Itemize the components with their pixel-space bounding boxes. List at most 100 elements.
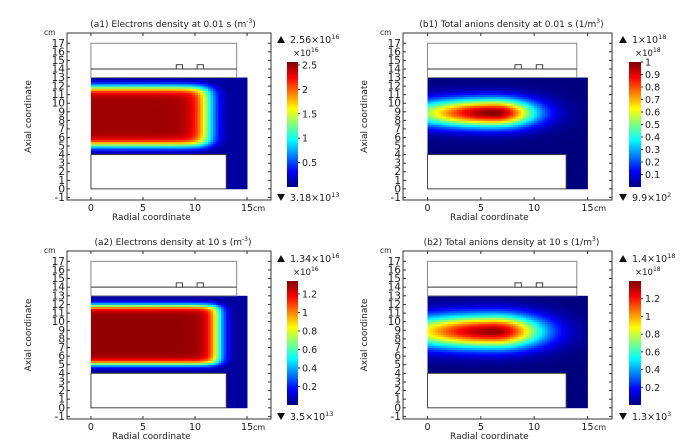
heatmap-cell xyxy=(116,81,120,85)
heatmap-cell xyxy=(161,98,165,102)
heatmap-cell xyxy=(161,124,165,128)
heatmap-cell xyxy=(116,141,120,145)
heatmap-cell xyxy=(137,120,141,123)
heatmap-cell xyxy=(169,105,172,108)
heatmap-cell xyxy=(116,118,120,121)
heatmap-cell xyxy=(155,77,159,81)
x-axis-label: Radial coordinate xyxy=(112,213,191,223)
heatmap-cell xyxy=(93,126,97,130)
heatmap-cell xyxy=(90,135,94,138)
heatmap-cell xyxy=(140,135,144,138)
heatmap-cell xyxy=(142,135,146,138)
heatmap-cell xyxy=(129,109,133,113)
heatmap-cell xyxy=(93,143,97,147)
heatmap-cell xyxy=(137,109,141,113)
heatmap-cell xyxy=(169,118,172,121)
heatmap-cell xyxy=(114,131,118,134)
heatmap-cell xyxy=(142,126,146,130)
heatmap-cell xyxy=(98,96,102,100)
heatmap-cell xyxy=(163,116,167,119)
heatmap-cell xyxy=(122,90,126,93)
heatmap-cell xyxy=(153,101,157,104)
heatmap-cell xyxy=(161,101,165,104)
heatmap-cell xyxy=(90,146,94,149)
heatmap-cell xyxy=(129,137,133,141)
heatmap-cell xyxy=(145,107,149,111)
heatmap-cell xyxy=(101,150,105,153)
heatmap-cell xyxy=(106,113,110,117)
heatmap-cell xyxy=(103,98,107,102)
heatmap-cell xyxy=(116,137,120,141)
heatmap-cell xyxy=(127,118,131,121)
heatmap-cell xyxy=(161,137,165,141)
heatmap-cell xyxy=(129,152,133,156)
heatmap-cell xyxy=(145,90,149,93)
heatmap-cell xyxy=(145,113,149,117)
heatmap-cell xyxy=(127,133,131,136)
heatmap-cell xyxy=(142,86,146,89)
heatmap-cell xyxy=(98,133,102,136)
heatmap-cell xyxy=(114,135,118,138)
heatmap-cell xyxy=(119,77,123,81)
heatmap-cell xyxy=(150,79,154,83)
heatmap-cell xyxy=(153,146,157,149)
heatmap-cell xyxy=(145,120,149,123)
heatmap-cell xyxy=(161,105,165,108)
heatmap-cell xyxy=(96,98,100,102)
heatmap-cell xyxy=(163,131,167,134)
heatmap-cell xyxy=(129,101,133,104)
colorbar-tick-label: 0.9 xyxy=(645,70,660,81)
heatmap-cell xyxy=(148,139,152,143)
heatmap-cell xyxy=(155,94,159,98)
heatmap-cell xyxy=(106,98,110,102)
heatmap-cell xyxy=(148,90,152,93)
heatmap-cell xyxy=(111,122,115,126)
heatmap-cell xyxy=(101,152,105,156)
heatmap-cell xyxy=(103,92,107,96)
heatmap-cell xyxy=(145,92,149,96)
heatmap-cell xyxy=(101,81,105,85)
heatmap-cell xyxy=(169,150,172,153)
heatmap-cell xyxy=(119,88,123,91)
heatmap-cell xyxy=(135,135,139,138)
heatmap-cell xyxy=(142,79,146,83)
heatmap-cell xyxy=(127,143,131,147)
colorbar-tick-label: 0.7 xyxy=(645,95,660,106)
heatmap-cell xyxy=(116,113,120,117)
heatmap-cell xyxy=(122,105,126,108)
electrode-bump xyxy=(196,64,204,70)
heatmap-cell xyxy=(153,139,157,143)
heatmap-cell xyxy=(96,103,100,106)
heatmap-cell xyxy=(148,105,152,108)
heatmap-cell xyxy=(106,135,110,138)
heatmap-cell xyxy=(114,98,118,102)
heatmap-cell xyxy=(145,137,149,141)
heatmap-cell xyxy=(155,131,159,134)
heatmap-cell xyxy=(96,81,100,85)
heatmap-cell xyxy=(150,126,154,130)
heatmap-cell xyxy=(119,116,123,119)
heatmap-cell xyxy=(163,105,167,108)
heatmap-cell xyxy=(109,118,113,121)
heatmap-cell xyxy=(111,111,115,115)
heatmap-cell xyxy=(103,133,107,136)
heatmap-cell xyxy=(111,109,115,113)
heatmap-cell xyxy=(106,120,110,123)
heatmap-cell xyxy=(96,122,100,126)
heatmap-cell xyxy=(161,126,165,130)
heatmap-cell xyxy=(163,150,167,153)
heatmap-cell xyxy=(166,86,170,89)
heatmap-cell xyxy=(109,148,113,151)
heatmap-cell xyxy=(169,124,172,128)
heatmap-cell xyxy=(161,128,165,132)
heatmap-cell xyxy=(106,150,110,153)
heatmap-cell xyxy=(116,90,120,93)
heatmap-cell xyxy=(119,135,123,138)
heatmap-cell xyxy=(90,92,94,96)
heatmap-cell xyxy=(140,94,144,98)
heatmap-cell xyxy=(169,122,172,126)
heatmap-cell xyxy=(140,105,144,108)
heatmap-cell xyxy=(114,146,118,149)
heatmap-cell xyxy=(169,111,172,115)
heatmap-cell xyxy=(90,94,94,98)
